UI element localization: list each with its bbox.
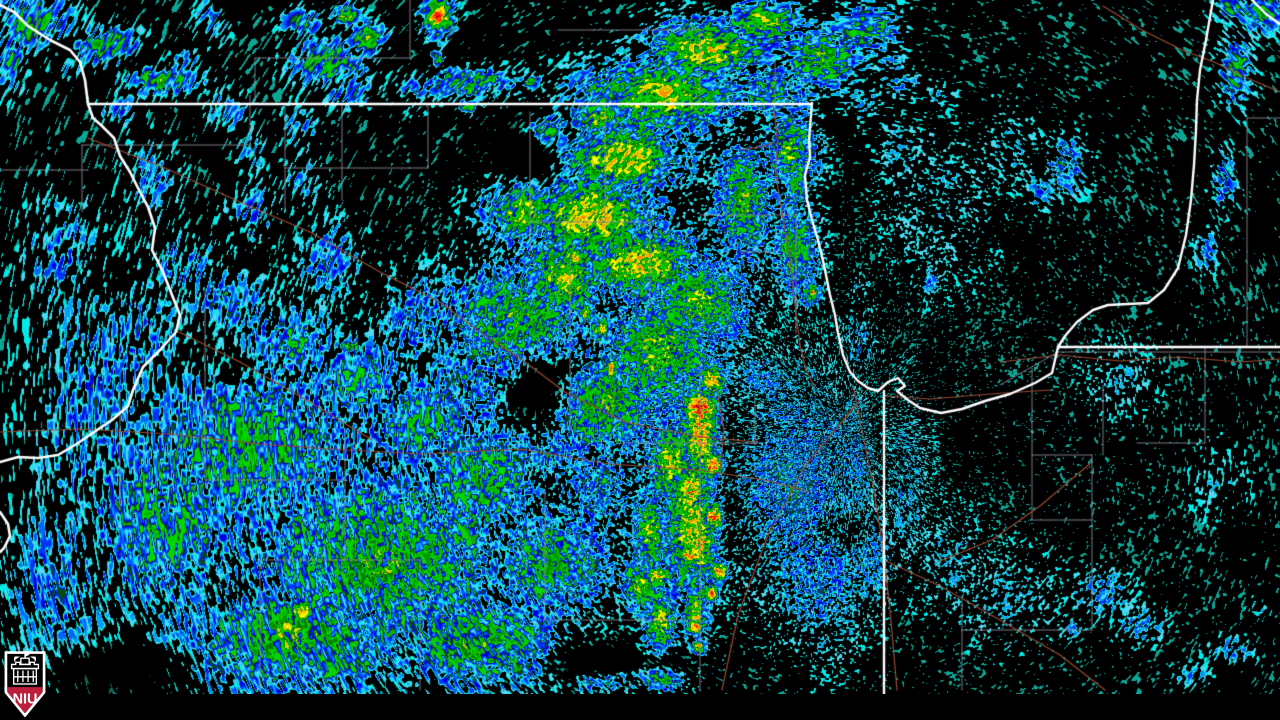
info-bar: KLOT LONG RANGE BASE REFLECTIVITY (0.25K… [0, 684, 1280, 720]
niu-red-banner [7, 687, 43, 714]
niu-logo-text: NIU [13, 692, 38, 708]
niu-logo: NIU [4, 651, 46, 717]
radar-map-canvas [0, 0, 1280, 694]
castle-icon [10, 653, 40, 685]
